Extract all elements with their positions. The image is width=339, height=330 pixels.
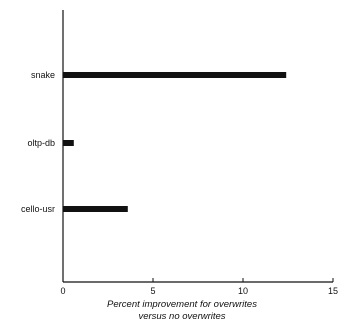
x-axis-label-line-2: versus no overwrites xyxy=(138,311,225,322)
x-tick-label-5: 5 xyxy=(150,286,155,296)
bar-cello-usr xyxy=(63,206,128,212)
bar-oltp-db xyxy=(63,140,74,146)
x-tick-label-0: 0 xyxy=(60,286,65,296)
x-axis-label-line-1: Percent improvement for overwrites xyxy=(107,299,257,310)
x-tick-label-10: 10 xyxy=(238,286,248,296)
category-label-oltp-db: oltp-db xyxy=(27,138,55,148)
x-ticks: 0 5 10 15 xyxy=(60,278,338,296)
category-label-cello-usr: cello-usr xyxy=(21,204,55,214)
bar-snake xyxy=(63,72,287,78)
category-labels: snake oltp-db cello-usr xyxy=(21,70,55,214)
category-label-snake: snake xyxy=(31,70,55,80)
bars-group xyxy=(63,72,287,212)
x-tick-label-15: 15 xyxy=(328,286,338,296)
